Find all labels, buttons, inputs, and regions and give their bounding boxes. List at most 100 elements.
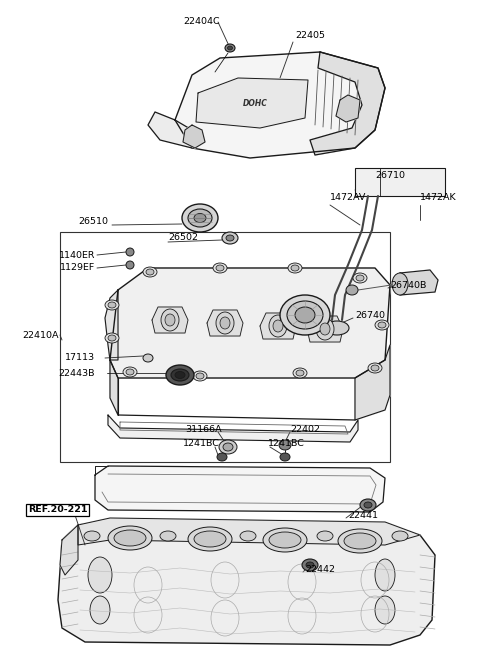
Polygon shape [260,313,296,339]
Polygon shape [110,360,118,415]
Ellipse shape [344,533,376,549]
Ellipse shape [126,261,134,269]
Ellipse shape [317,531,333,541]
Ellipse shape [280,453,290,461]
Text: 1472AK: 1472AK [420,193,456,202]
Ellipse shape [182,204,218,232]
Polygon shape [196,78,308,128]
Polygon shape [78,518,420,545]
Ellipse shape [88,557,112,593]
Ellipse shape [269,532,301,548]
Ellipse shape [280,295,330,335]
Ellipse shape [161,309,179,331]
Ellipse shape [105,333,119,343]
Ellipse shape [143,354,153,362]
Ellipse shape [160,531,176,541]
Polygon shape [398,270,438,295]
Text: 22404C: 22404C [183,18,220,26]
Ellipse shape [226,235,234,241]
Polygon shape [207,310,243,336]
Polygon shape [152,307,188,333]
Text: 22410A: 22410A [22,331,59,339]
Ellipse shape [223,443,233,451]
Ellipse shape [338,529,382,553]
Text: 22442: 22442 [305,565,335,574]
Text: 22443B: 22443B [59,369,95,377]
Ellipse shape [171,369,189,381]
Polygon shape [310,52,385,155]
Ellipse shape [325,321,349,335]
Ellipse shape [216,265,224,271]
Ellipse shape [213,263,227,273]
Ellipse shape [392,531,408,541]
Ellipse shape [126,369,134,375]
Text: 1241BC: 1241BC [268,440,305,449]
Ellipse shape [188,209,212,227]
Ellipse shape [222,232,238,244]
Polygon shape [183,125,205,148]
Ellipse shape [288,263,302,273]
Polygon shape [336,95,360,122]
Polygon shape [110,268,390,378]
Polygon shape [196,78,308,128]
Text: 1129EF: 1129EF [60,263,95,272]
Ellipse shape [378,322,386,328]
Ellipse shape [296,370,304,376]
Text: 17113: 17113 [65,354,95,362]
Text: 26510: 26510 [78,217,108,227]
Polygon shape [60,525,78,575]
Ellipse shape [295,307,315,323]
Text: 22405: 22405 [295,31,325,39]
Polygon shape [307,316,343,342]
Ellipse shape [371,365,379,371]
Text: 1472AV: 1472AV [330,193,366,202]
Ellipse shape [108,526,152,550]
Ellipse shape [269,315,287,337]
Polygon shape [58,520,435,645]
Ellipse shape [143,267,157,277]
Ellipse shape [306,562,314,568]
Ellipse shape [240,531,256,541]
Bar [60,232,390,462]
Ellipse shape [302,559,318,571]
Ellipse shape [194,531,226,547]
Ellipse shape [114,530,146,546]
Text: 26502: 26502 [168,233,198,242]
Ellipse shape [216,312,234,334]
Polygon shape [108,415,358,442]
Bar [355,168,445,196]
Polygon shape [307,316,343,342]
Ellipse shape [353,273,367,283]
Ellipse shape [217,453,227,461]
Ellipse shape [287,301,323,329]
Text: 26740B: 26740B [390,280,426,290]
Ellipse shape [105,300,119,310]
Ellipse shape [84,531,100,541]
Polygon shape [336,95,360,122]
Ellipse shape [320,323,330,335]
Ellipse shape [263,528,307,552]
Polygon shape [207,310,243,336]
Ellipse shape [108,335,116,341]
Ellipse shape [188,527,232,551]
Ellipse shape [220,317,230,329]
Text: DOHC: DOHC [242,98,267,107]
Ellipse shape [360,499,376,511]
Polygon shape [260,313,296,339]
Ellipse shape [194,214,206,223]
Polygon shape [148,112,192,148]
Polygon shape [110,360,118,415]
Ellipse shape [316,318,334,340]
Ellipse shape [356,275,364,281]
Polygon shape [105,290,118,360]
Ellipse shape [375,559,395,591]
Ellipse shape [166,365,194,385]
Polygon shape [152,307,188,333]
Polygon shape [355,345,390,420]
Ellipse shape [392,273,408,295]
Ellipse shape [108,302,116,308]
Polygon shape [148,112,192,148]
Text: 26740: 26740 [355,310,385,320]
Polygon shape [398,270,438,295]
Ellipse shape [346,285,358,295]
